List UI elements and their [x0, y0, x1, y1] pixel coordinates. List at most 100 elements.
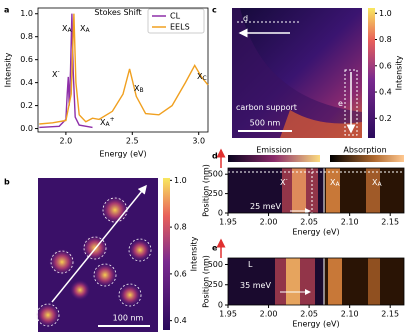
annotation: XB: [134, 84, 144, 94]
annotation-text: d: [243, 14, 248, 23]
annotation-text: X: [372, 178, 378, 187]
annotation-sup: +: [110, 116, 115, 123]
y-tick-label: 0: [218, 209, 223, 218]
plot-frame: [227, 167, 405, 214]
annotation-text: e: [338, 99, 343, 108]
annotation-text: X: [62, 24, 68, 33]
x-tick-label: 2.00: [260, 310, 278, 319]
colorbar-tick-label: 1.0: [174, 176, 187, 185]
plot-frame: [37, 7, 209, 133]
annotation-sub: A: [335, 181, 340, 188]
annotation-sub: A: [85, 27, 90, 34]
panel-letter: a: [4, 6, 9, 15]
y-tick-label: 500: [208, 260, 223, 269]
annotation-text: X: [330, 178, 336, 187]
x-tick-label: 1.95: [219, 310, 237, 319]
annotation-text: X: [134, 84, 140, 93]
annotation-sub: A: [105, 121, 110, 128]
image-c: [232, 8, 375, 138]
x-tick-label: 1.95: [219, 218, 237, 227]
annotation-sup: -: [57, 68, 59, 75]
colorbar-tick-label: 0.6: [174, 269, 187, 278]
series-line: [39, 13, 209, 125]
x-tick-label: 2.00: [260, 218, 278, 227]
panel-letter: e: [212, 244, 218, 253]
annotation-text: L: [248, 260, 253, 269]
colorbar-tick-label: 1.0: [379, 9, 392, 18]
annotation-text: X: [280, 178, 286, 187]
scalebar-label: 100 nm: [113, 314, 144, 323]
y-axis-label: Position (nm): [202, 164, 211, 217]
y-axis-label: Intensity: [4, 52, 13, 87]
annotation-sub: A: [377, 181, 382, 188]
annotation: X-: [280, 176, 288, 187]
annotation: XA: [372, 178, 382, 188]
x-tick-label: 2.05: [300, 218, 318, 227]
x-tick-label: 2.05: [300, 310, 318, 319]
panel-letter: b: [4, 178, 10, 187]
colorbar-tick-label: 0.8: [379, 35, 392, 44]
annotation-text: X: [197, 72, 203, 81]
y-tick-label: 500: [208, 170, 223, 179]
scalebar-label: 500 nm: [250, 119, 281, 128]
x-tick-label: 2.10: [341, 218, 359, 227]
y-tick-label: 0: [218, 301, 223, 310]
colorbar-label: Intensity: [190, 236, 199, 271]
annotation-sub: B: [139, 87, 143, 94]
x-tick-label: 2.10: [341, 310, 359, 319]
annotation: L: [248, 260, 253, 269]
annotation-text: 35 meV: [240, 281, 271, 290]
image-b: [36, 178, 170, 332]
annotation: 35 meV: [240, 281, 271, 290]
x-tick-label: 3.0: [192, 137, 205, 146]
image-e: [216, 238, 404, 305]
y-tick-label: 250: [208, 280, 223, 289]
annotation: Stokes Shift: [94, 8, 141, 17]
colorbar-tick-label: 0.2: [379, 114, 392, 123]
plot-frame: [227, 257, 405, 306]
annotation-text: X: [100, 118, 106, 127]
annotation-text: carbon support: [236, 103, 297, 112]
x-tick-label: 2.15: [381, 218, 399, 227]
annotation: XA: [62, 24, 72, 34]
x-tick-label: 2.5: [126, 137, 139, 146]
annotation: d: [243, 14, 248, 23]
x-tick-label: 2.15: [381, 310, 399, 319]
annotation-sub: C: [202, 75, 206, 82]
y-tick-label: 1.0: [20, 9, 33, 18]
colorbar-tick-label: 0.8: [174, 223, 187, 232]
y-tick-label: 0.6: [20, 55, 33, 64]
x-axis-label: Energy (eV): [292, 320, 339, 329]
annotation: e: [338, 99, 343, 108]
y-tick-label: 0.4: [20, 78, 33, 87]
annotation-sub: A: [67, 27, 72, 34]
annotation-text: X: [80, 24, 86, 33]
annotation: XA: [80, 24, 90, 34]
x-axis-label: Energy (eV): [292, 228, 339, 237]
annotation: 25 meV: [250, 202, 281, 211]
image-d: [216, 148, 404, 214]
colorbar-title: Absorption: [343, 146, 386, 155]
y-axis-label: Position (nm): [202, 255, 211, 308]
legend-frame: [147, 8, 205, 34]
panel-letter: d: [212, 152, 218, 161]
colorbar-tick-label: 0.4: [174, 316, 187, 325]
y-tick-label: 250: [208, 189, 223, 198]
annotation: XA: [330, 178, 340, 188]
y-tick-label: 0.0: [20, 124, 33, 133]
legend-label: EELS: [170, 23, 190, 32]
annotation: X-: [52, 68, 60, 79]
annotation-text: Stokes Shift: [94, 8, 141, 17]
legend-label: CL: [170, 12, 181, 21]
x-tick-label: 2.0: [60, 137, 73, 146]
colorbar-tick-label: 0.6: [379, 61, 392, 70]
y-tick-label: 0.2: [20, 101, 33, 110]
colorbar-tick-label: 0.4: [379, 88, 392, 97]
annotation-sup: -: [285, 176, 287, 183]
colorbar-label: Intensity: [395, 55, 404, 90]
annotation-text: 25 meV: [250, 202, 281, 211]
annotation: XA+: [100, 116, 115, 128]
x-axis-label: Energy (eV): [99, 150, 146, 159]
annotation-text: X: [52, 70, 58, 79]
